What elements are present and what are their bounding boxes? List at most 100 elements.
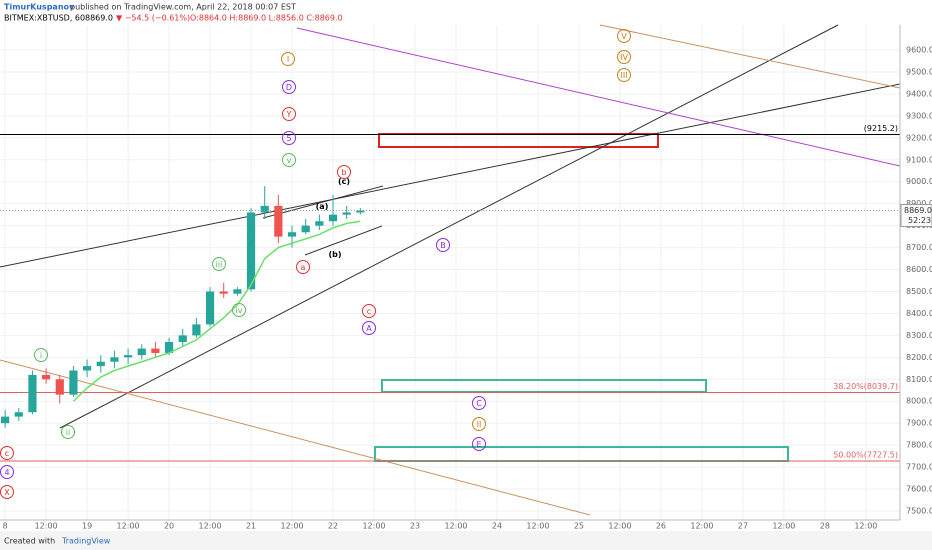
footer-bar <box>0 531 932 550</box>
last-price-label: 8869.0 <box>904 206 932 215</box>
zone-box <box>381 379 707 393</box>
x-tick-label: 22 <box>328 522 338 531</box>
trend-line <box>296 27 901 167</box>
last-header: 8869.0 <box>85 14 113 23</box>
wave-label: IV <box>620 53 628 62</box>
x-tick-label: 12:00 <box>772 522 795 531</box>
wave-label: A <box>366 324 372 333</box>
x-tick-label: 12:00 <box>854 522 877 531</box>
candle-body <box>28 374 37 413</box>
wave-label: iv <box>236 306 243 315</box>
trend-line <box>59 24 839 429</box>
y-tick-label: 8100.0 <box>906 375 932 384</box>
wave-circle <box>362 321 376 335</box>
candle-body <box>96 361 105 367</box>
ohlc: O:8864.0 H:8869.0 L:8856.0 C:8869.0 <box>190 14 343 23</box>
level-label: 50.00%(7727.5) <box>833 451 898 460</box>
candle-body <box>301 225 310 233</box>
wave-label: iii <box>216 260 223 269</box>
wave-circle <box>0 485 14 499</box>
wave-label: C <box>476 399 482 408</box>
y-tick-label: 9600.0 <box>906 46 932 55</box>
y-tick-label: 8200.0 <box>906 353 932 362</box>
wave-circle <box>0 465 14 479</box>
y-tick-label: 8600.0 <box>906 265 932 274</box>
x-tick-label: 12:00 <box>526 522 549 531</box>
wave-circle <box>61 425 75 439</box>
x-tick-label: 28 <box>820 522 830 531</box>
moving-average <box>72 220 361 402</box>
last-price-box <box>900 203 932 227</box>
y-tick-label: 8700.0 <box>906 243 932 252</box>
x-tick-label: 12:00 <box>608 522 631 531</box>
wave-label: v <box>287 156 292 165</box>
wave-label: (a) <box>316 202 329 211</box>
candle-body <box>342 212 351 215</box>
wave-circle <box>34 348 48 362</box>
candle-body <box>192 324 201 336</box>
wave-label: c <box>5 449 9 458</box>
candle-body <box>69 370 78 395</box>
candle-body <box>205 291 215 325</box>
wave-circle <box>472 396 486 410</box>
wave-circle <box>296 260 310 274</box>
wave-circle <box>617 50 631 64</box>
wave-label: D <box>286 83 292 92</box>
y-tick-label: 7800.0 <box>906 441 932 450</box>
x-tick-label: 24 <box>492 522 502 531</box>
wedge-line <box>262 185 384 219</box>
x-tick-label: 8 <box>3 522 8 531</box>
y-tick-label: 8300.0 <box>906 331 932 340</box>
wave-label: II <box>477 420 482 429</box>
wave-label: 4 <box>4 468 9 477</box>
wave-circle <box>282 153 296 167</box>
candle-body <box>219 291 228 294</box>
wave-label: X <box>4 488 10 497</box>
wave-circle <box>282 80 296 94</box>
wave-label: E <box>476 440 481 449</box>
wave-circle <box>362 304 376 318</box>
trend-line <box>599 24 901 89</box>
footer-text: Created with <box>4 537 55 546</box>
wave-circle <box>281 52 295 66</box>
candle-body <box>14 412 23 417</box>
wave-label: c <box>367 307 371 316</box>
candle-body <box>274 205 283 237</box>
candle-body <box>82 366 92 371</box>
x-tick-label: 12:00 <box>35 522 58 531</box>
wave-label: 5 <box>286 134 291 143</box>
y-tick-label: 8900.0 <box>906 199 932 208</box>
wave-circle <box>472 417 486 431</box>
wave-label: (c) <box>338 177 350 186</box>
x-tick-label: 25 <box>574 522 584 531</box>
wave-circle <box>282 107 296 121</box>
y-tick-label: 8000.0 <box>906 397 932 406</box>
x-tick-label: 26 <box>656 522 666 531</box>
wave-label: B <box>440 241 446 250</box>
candle-body <box>110 357 119 362</box>
change: ▼ −54.5 (−0.61%) <box>116 14 190 23</box>
x-tick-label: 12:00 <box>280 522 303 531</box>
candle-body <box>164 341 174 353</box>
y-tick-label: 9300.0 <box>906 111 932 120</box>
candle-body <box>42 374 51 380</box>
y-tick-label: 9400.0 <box>906 89 932 98</box>
x-tick-label: 12:00 <box>199 522 222 531</box>
x-tick-label: 23 <box>410 522 420 531</box>
x-tick-label: 20 <box>164 522 174 531</box>
candle-body <box>246 212 256 290</box>
wave-circle <box>617 68 631 82</box>
candle-body <box>233 289 242 294</box>
candle-body <box>287 232 297 237</box>
y-tick-label: 7700.0 <box>906 463 932 472</box>
wave-circle <box>212 257 226 271</box>
wave-circle <box>337 165 351 179</box>
candle-body <box>137 348 146 356</box>
wave-label: i <box>40 351 42 360</box>
x-tick-label: 12:00 <box>362 522 385 531</box>
footer-brand[interactable]: TradingView <box>61 537 111 546</box>
wave-label: a <box>301 263 306 272</box>
wave-circle <box>436 238 450 252</box>
